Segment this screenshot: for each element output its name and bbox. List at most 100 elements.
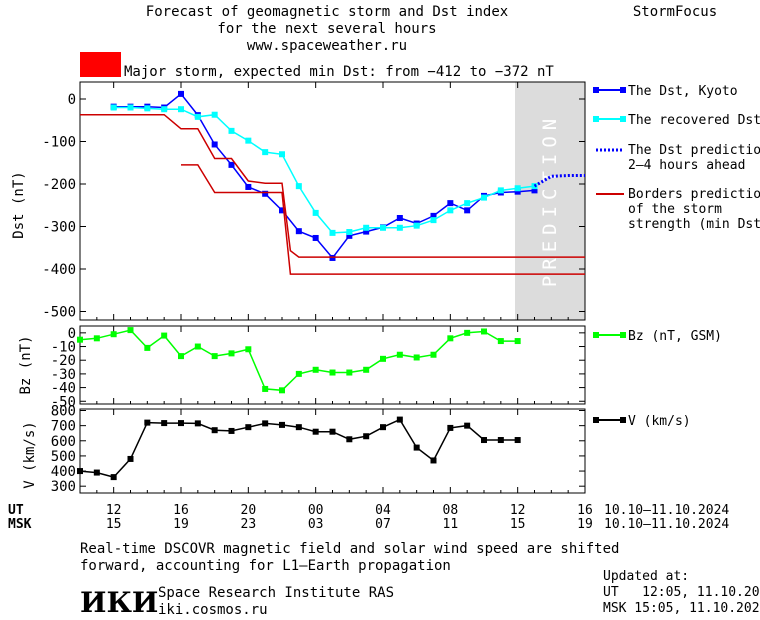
bz-series-0-point	[464, 329, 471, 336]
dst-series-3-line	[181, 164, 585, 275]
institute-site[interactable]: iki.cosmos.ru	[158, 602, 268, 618]
v-series-0-point	[161, 420, 168, 427]
v-y-tick-label: 500	[51, 449, 76, 465]
msk-axis-label: MSK	[8, 517, 32, 532]
brand-label: StormFocus	[633, 4, 717, 20]
msk-tick-label: 19	[173, 517, 189, 532]
bz-panel-frame	[79, 325, 586, 405]
legend-bz: Bz (nT, GSM)	[593, 329, 722, 344]
v-series-0-point	[295, 424, 302, 431]
legend-v-marker	[620, 417, 626, 423]
footer-note-line-1: Real-time DSCOVR magnetic field and sola…	[80, 541, 619, 557]
ut-tick-label: 12	[510, 503, 526, 518]
msk-tick-label: 07	[375, 517, 391, 532]
chart-title-url: www.spaceweather.ru	[247, 38, 407, 54]
legend-dst-kyoto-label: The Dst, Kyoto	[628, 84, 738, 99]
dst-series-2-line	[533, 174, 585, 188]
dst-series-1-point	[481, 194, 487, 201]
dst-series-1-point	[329, 229, 336, 236]
v-series-0-point	[380, 424, 386, 431]
dst-series-0-point	[295, 228, 302, 235]
dst-series-0-point	[178, 90, 184, 97]
v-series-0-point	[194, 420, 201, 427]
dst-y-axis-label: Dst (nT)	[11, 171, 27, 238]
bz-series-0-point	[363, 366, 370, 373]
bz-y-tick-label: 0	[68, 326, 76, 342]
dst-series-3-line	[80, 113, 585, 258]
dst-series-0-point	[514, 188, 521, 195]
updated-label: Updated at:	[603, 569, 689, 584]
dst-series-0-point	[262, 190, 269, 197]
iki-logo: ИКИ	[80, 586, 158, 619]
v-panel-frame	[79, 408, 586, 494]
dst-series-1-point	[262, 149, 269, 156]
dst-series-1-point	[464, 200, 471, 207]
legend-recovered-dst-marker	[593, 116, 599, 122]
dst-y-tick-label: 0	[68, 92, 76, 108]
legend-recovered-dst-label: The recovered Dst	[628, 113, 760, 128]
v-series-0-point	[346, 436, 353, 443]
prediction-label: PREDICTION	[539, 113, 561, 287]
bz-series-0-point	[161, 332, 168, 339]
axis-ticks: 0-100-200-300-400-5000-10-20-30-40-50800…	[42, 82, 586, 495]
bz-series-0-point	[380, 355, 386, 362]
dst-series-1-point	[312, 209, 319, 216]
dst-panel-frame	[79, 81, 586, 321]
v-y-tick-label: 700	[51, 419, 76, 435]
bz-series-0-point	[497, 338, 504, 345]
legend-recovered-dst: The recovered Dst	[593, 113, 760, 128]
v-series-0-point	[178, 420, 184, 427]
dst-series-0-point	[329, 254, 336, 261]
legend-dst-kyoto-marker	[620, 87, 626, 93]
v-series-0-point	[228, 427, 235, 434]
dst-series-1-point	[211, 111, 218, 118]
legend-recovered-dst-marker	[620, 116, 626, 122]
dst-y-tick-label: -500	[42, 305, 76, 321]
bz-series-0-point	[413, 354, 420, 361]
bz-series-0-point	[346, 369, 353, 376]
dst-series-1-point	[363, 224, 370, 231]
dst-series-1-point	[295, 183, 302, 190]
legend-dst-kyoto-marker	[593, 87, 599, 93]
ut-tick-label: 16	[577, 503, 593, 518]
v-series-0-point	[481, 437, 487, 444]
bz-series-0-point	[329, 369, 336, 376]
legend-borders: Borders prediction of the storm strength (…	[596, 187, 760, 232]
ut-tick-label: 04	[375, 503, 391, 518]
v-series-0-point	[329, 428, 336, 435]
prediction-zone	[515, 82, 585, 320]
storm-level-swatch	[80, 52, 121, 77]
v-series-0-point	[497, 437, 504, 444]
chart-title-line-1: Forecast of geomagnetic storm and Dst in…	[146, 4, 508, 20]
legend-v-marker	[593, 417, 599, 423]
storm-level-label: Major storm, expected min Dst: from −412…	[124, 64, 554, 80]
msk-tick-label: 15	[106, 517, 122, 532]
dst-y-tick-label: -300	[42, 220, 76, 236]
bz-series-0-point	[77, 336, 83, 343]
v-y-tick-label: 600	[51, 434, 76, 450]
bz-series-0-point	[295, 370, 302, 377]
dst-series-1-point	[497, 187, 504, 194]
bz-series-0-point	[144, 344, 151, 351]
bz-series-0-point	[127, 327, 134, 334]
msk-tick-label: 23	[241, 517, 257, 532]
legend-v: V (km/s)	[593, 414, 691, 429]
dst-series-1-point	[514, 185, 521, 192]
dst-series-0-point	[396, 215, 403, 221]
bz-series-0-point	[245, 346, 252, 353]
dst-series-1-point	[279, 151, 285, 158]
dst-series-1-point	[194, 113, 201, 120]
legend-borders-label: Borders prediction of the storm strength (…	[628, 187, 760, 232]
dst-series-1-point	[127, 104, 134, 111]
v-series-0-point	[93, 469, 100, 476]
bz-y-tick-label: -50	[51, 394, 76, 410]
bz-series-0-point	[110, 331, 117, 338]
dst-series-1-point	[178, 106, 184, 113]
v-series-0-point	[262, 420, 269, 427]
dst-series-0-point	[211, 141, 218, 148]
v-series-0-point	[77, 468, 83, 475]
dst-series-1-point	[110, 104, 117, 111]
legend-dst-prediction-label: The Dst prediction 2–4 hours ahead	[628, 143, 760, 173]
bz-y-tick-label: -20	[51, 353, 76, 369]
